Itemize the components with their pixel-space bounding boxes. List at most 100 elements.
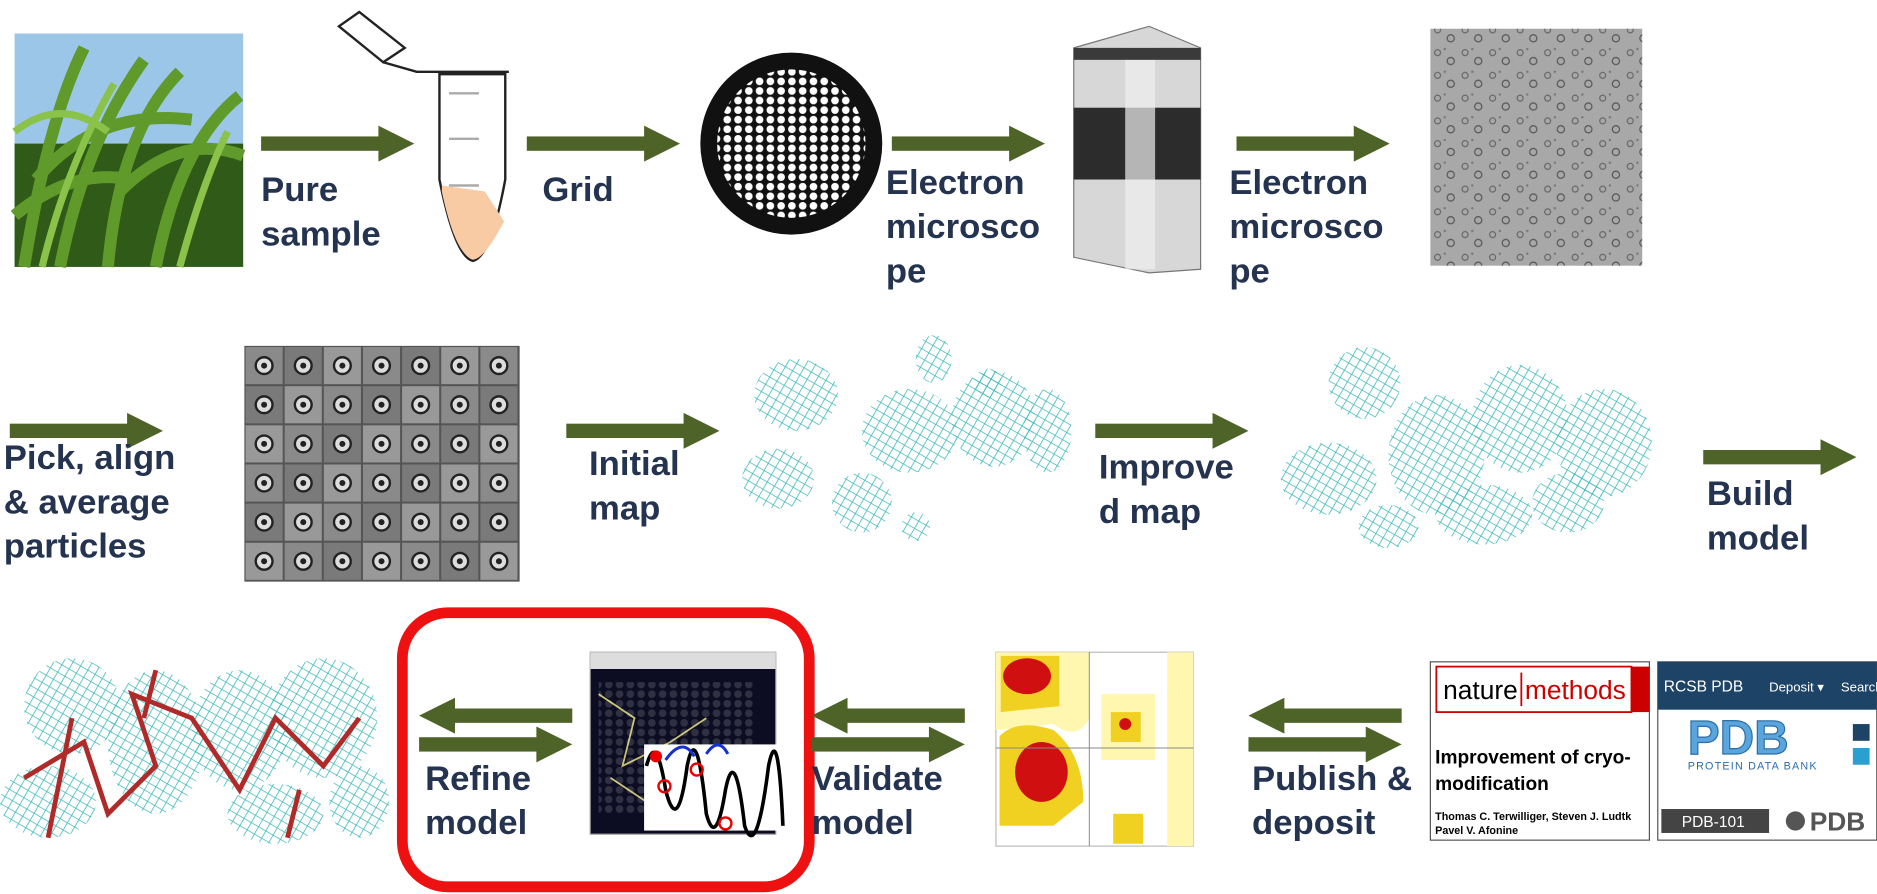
arrow <box>811 726 965 763</box>
particle-core <box>456 440 463 447</box>
particle-core <box>417 558 424 565</box>
arrow <box>419 726 573 763</box>
corn-photo <box>10 33 246 269</box>
arrow <box>1236 125 1390 162</box>
tile-bg <box>244 345 520 582</box>
paper-title: Improvement of cryo- <box>1435 748 1631 769</box>
particle-core <box>300 401 307 408</box>
particle-core <box>300 519 307 526</box>
particle-core <box>456 480 463 487</box>
arrow <box>261 125 415 162</box>
microscope-icon <box>1073 25 1202 274</box>
step-label: & average <box>4 483 170 521</box>
particle-core <box>339 519 346 526</box>
particle-core <box>495 440 502 447</box>
particle-core <box>339 401 346 408</box>
step-label: microsco <box>886 208 1040 246</box>
particle-core <box>300 480 307 487</box>
nav-item[interactable]: Deposit ▾ <box>1769 680 1824 695</box>
step-label: Refine <box>425 760 531 798</box>
step-label: model <box>812 804 914 842</box>
nature-paper: nature methods Improvement of cryo- modi… <box>1429 661 1650 841</box>
particle-core <box>378 519 385 526</box>
arrow <box>419 697 573 734</box>
nav-item[interactable]: Search <box>1841 680 1877 695</box>
step-label: Grid <box>542 171 613 209</box>
step-label: model <box>1707 519 1809 557</box>
pdb-subtitle: PROTEIN DATA BANK <box>1688 761 1818 773</box>
nav-item[interactable]: RCSB PDB <box>1664 679 1743 696</box>
particle-core <box>261 401 268 408</box>
arrow <box>811 697 965 734</box>
particle-core <box>261 558 268 565</box>
arrow <box>526 125 680 162</box>
micrograph <box>1430 28 1643 266</box>
step-label: pe <box>1229 252 1269 290</box>
particle-core <box>417 480 424 487</box>
arrow <box>1248 697 1402 734</box>
particle-core <box>261 519 268 526</box>
step-label: Electron <box>1229 164 1368 202</box>
arrow <box>566 412 720 449</box>
particle-core <box>417 362 424 369</box>
step-label: Build <box>1707 475 1794 513</box>
ramachandran-plot <box>995 651 1195 847</box>
step-label: pe <box>886 252 926 290</box>
particle-core <box>417 519 424 526</box>
model-map <box>0 658 390 844</box>
particle-core <box>261 480 268 487</box>
particle-core <box>378 362 385 369</box>
journal-name: methods <box>1525 675 1626 705</box>
particle-core <box>261 440 268 447</box>
particle-core <box>495 558 502 565</box>
particle-core <box>261 362 268 369</box>
step-label: Pick, align <box>4 439 176 477</box>
arrow <box>891 125 1046 162</box>
particle-core <box>378 440 385 447</box>
arrow <box>1095 412 1249 449</box>
pdb-site: RCSB PDB Deposit ▾ Search PDB PROTEIN DA… <box>1657 661 1877 841</box>
particle-core <box>495 519 502 526</box>
particle-core <box>339 440 346 447</box>
particle-core <box>300 440 307 447</box>
step-label: model <box>425 804 527 842</box>
particle-core <box>456 519 463 526</box>
class-averages <box>244 345 520 582</box>
paper-title: modification <box>1435 774 1549 795</box>
step-label: Electron <box>886 164 1025 202</box>
arrow <box>1703 439 1857 476</box>
coot-screenshot <box>589 651 785 838</box>
arrow <box>1248 726 1402 763</box>
link[interactable]: PDB-101 <box>1682 814 1745 831</box>
step-label: Validate <box>812 760 943 798</box>
step-label: Improve <box>1099 449 1234 487</box>
particle-core <box>456 558 463 565</box>
step-label: sample <box>261 215 381 253</box>
particle-core <box>417 401 424 408</box>
particle-core <box>339 480 346 487</box>
particle-core <box>456 401 463 408</box>
particle-core <box>378 401 385 408</box>
particle-core <box>300 362 307 369</box>
step-label: Pure <box>261 171 338 209</box>
step-label: Initial <box>589 445 680 483</box>
particle-core <box>339 558 346 565</box>
step-label: deposit <box>1252 804 1376 842</box>
particle-core <box>300 558 307 565</box>
particle-core <box>339 362 346 369</box>
step-label: map <box>589 489 660 527</box>
particle-core <box>495 401 502 408</box>
tube-icon <box>336 10 509 263</box>
step-label: Publish & <box>1252 760 1412 798</box>
step-label: d map <box>1099 493 1201 531</box>
paper-authors: Thomas C. Terwilliger, Steven J. Ludtk <box>1435 811 1631 823</box>
link[interactable]: PDB <box>1810 807 1866 837</box>
particle-core <box>456 362 463 369</box>
particle-core <box>495 480 502 487</box>
grid-icon <box>700 52 883 235</box>
paper-authors: Pavel V. Afonine <box>1435 825 1518 837</box>
journal-name: nature <box>1443 675 1518 705</box>
particle-core <box>378 480 385 487</box>
improved-map <box>1280 347 1652 549</box>
